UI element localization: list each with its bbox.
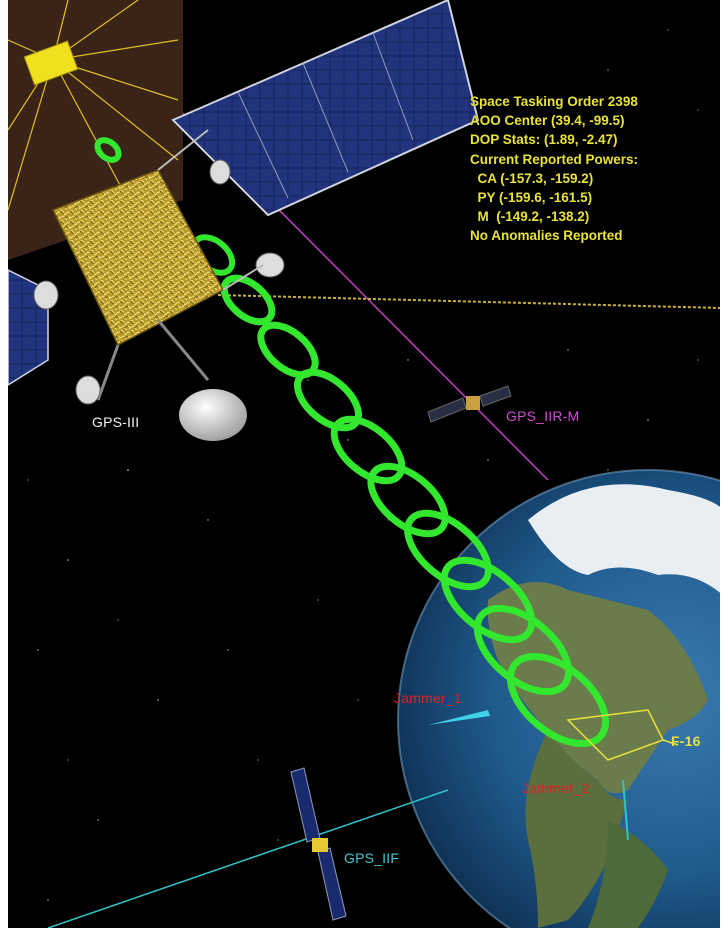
- info-line-dop-stats: DOP Stats: (1.89, -2.47): [470, 132, 618, 148]
- f16-track: [566, 709, 679, 761]
- f16-label: F-16: [671, 733, 701, 749]
- render-frame: Space Tasking Order 2398 AOO Center (39.…: [8, 0, 720, 928]
- space-tasking-info-panel: Space Tasking Order 2398 AOO Center (39.…: [470, 92, 638, 246]
- dashed-link: [217, 294, 720, 309]
- jammer-1-label: Jammer_1: [394, 690, 462, 706]
- jammer-markers: [428, 710, 629, 841]
- gps-iir-m-satellite: [427, 385, 512, 423]
- info-line-title: Space Tasking Order 2398: [470, 94, 638, 109]
- space-scene: [8, 0, 720, 928]
- info-line-ca-power: CA (-157.3, -159.2): [470, 170, 594, 186]
- info-line-anomalies: No Anomalies Reported: [470, 228, 623, 244]
- info-line-powers-header: Current Reported Powers:: [470, 151, 639, 167]
- info-line-m-power: M (-149.2, -138.2): [470, 209, 590, 225]
- gps-iii-label: GPS-III: [92, 414, 140, 430]
- antenna-block: [23, 40, 79, 86]
- gps-iir-m-label: GPS_IIR-M: [506, 408, 580, 424]
- gps-iif-label: GPS_IIF: [344, 850, 400, 866]
- signal-beam: [94, 137, 610, 748]
- info-line-aoo-center: AOO Center (39.4, -99.5): [470, 113, 625, 129]
- jammer-2-label: Jammer_2: [522, 780, 590, 796]
- stars: [27, 29, 699, 901]
- gps-iii-satellite-body: [33, 129, 285, 441]
- info-line-py-power: PY (-159.6, -161.5): [470, 190, 593, 206]
- gps-iif-orbit: [47, 789, 449, 928]
- gps-iif-satellite: [290, 767, 347, 921]
